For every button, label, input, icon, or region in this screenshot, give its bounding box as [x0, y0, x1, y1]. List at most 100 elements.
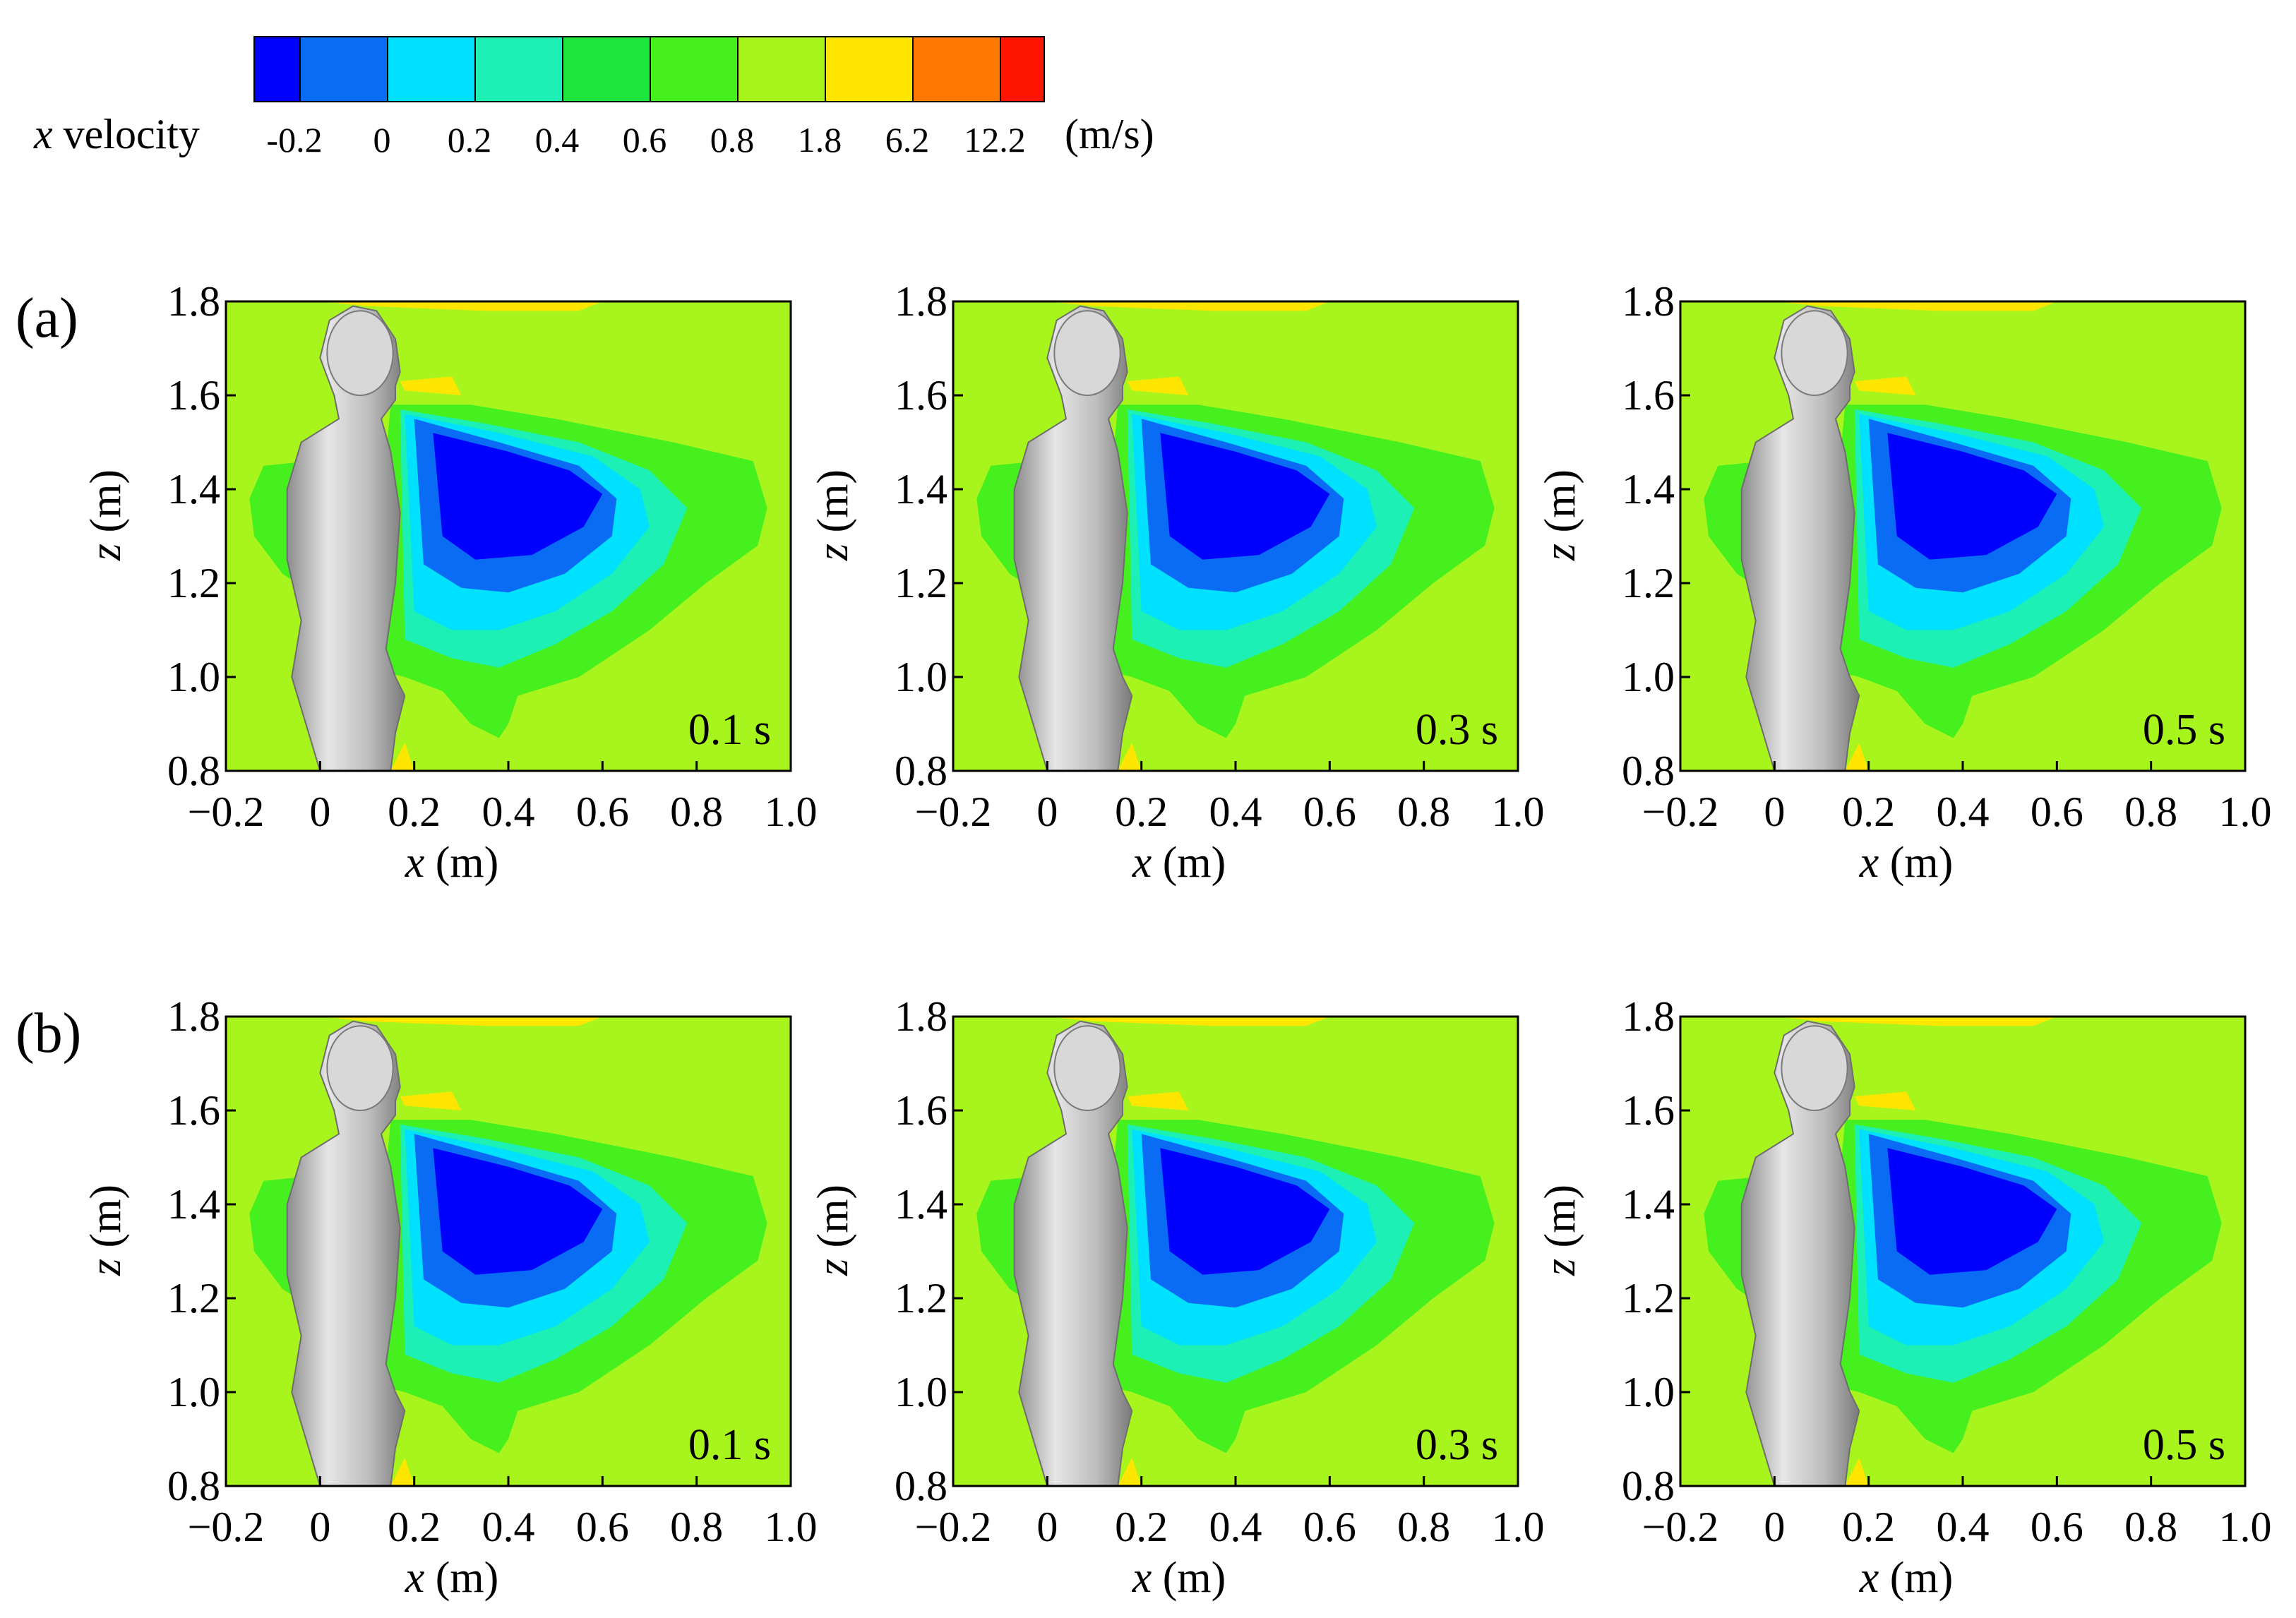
contour-core [1887, 1148, 2057, 1275]
contour-top-band [320, 1017, 603, 1026]
x-tick-label: 0.8 [1397, 789, 1450, 835]
colorbar-swatch [562, 36, 651, 102]
contour-jet [400, 1091, 462, 1110]
panel-grid: (a) −0.2 0 0.2 0.4 0.6 0.8 1.0 0.8 1.0 1.2 1.4 1.6 1.… [16, 278, 2272, 1602]
contour-panel: −0.2 0 0.2 0.4 0.6 0.8 1.0 0.8 1.0 1.2 1.4 1.6 1.8 x … [809, 278, 1545, 887]
y-tick-label: 1.6 [895, 1087, 947, 1134]
x-tick-label: 0.6 [576, 1504, 629, 1550]
x-tick-label: 0.2 [1115, 1504, 1168, 1550]
colorbar-level-label: 0.8 [710, 120, 755, 160]
y-tick-label: 1.6 [167, 372, 220, 419]
contour-foot-band [1845, 1458, 1869, 1486]
figure-row: (a) −0.2 0 0.2 0.4 0.6 0.8 1.0 0.8 1.0 1.2 1.4 1.6 1.… [16, 278, 2272, 887]
x-tick-label: −0.2 [1642, 789, 1719, 835]
contour-panel: −0.2 0 0.2 0.4 0.6 0.8 1.0 0.8 1.0 1.2 1.4 1.6 1.8 x … [809, 993, 1545, 1602]
row-label: (a) [16, 287, 78, 349]
colorbar-swatch [253, 36, 301, 102]
y-axis-label: z (m) [82, 1185, 130, 1276]
y-tick-label: 1.4 [167, 1181, 220, 1228]
contour-top-band [1774, 1017, 2057, 1026]
y-tick-label: 1.6 [167, 1087, 220, 1134]
y-tick-label: 1.4 [895, 466, 947, 513]
colorbar-level-label: 0.2 [448, 120, 492, 160]
x-axis-label: x (m) [405, 1554, 499, 1602]
colorbar-swatch [912, 36, 1001, 102]
y-axis-label: z (m) [809, 469, 857, 561]
contour-panel: −0.2 0 0.2 0.4 0.6 0.8 1.0 0.8 1.0 1.2 1.4 1.6 1.8 x … [1536, 993, 2272, 1602]
x-tick-label: 1.0 [2219, 1504, 2272, 1550]
colorbar-unit: (m/s) [1065, 111, 1154, 157]
contour-foot-band [1118, 743, 1142, 771]
x-tick-label: 0.2 [1842, 1504, 1895, 1550]
x-tick-label: 1.0 [2219, 789, 2272, 835]
x-tick-label: 0.2 [388, 1504, 441, 1550]
x-tick-label: 0.8 [1397, 1504, 1450, 1550]
x-tick-label: 0.2 [1842, 789, 1895, 835]
colorbar-swatches [253, 36, 1045, 102]
y-tick-label: 1.2 [895, 1275, 947, 1322]
contour-foot-band [390, 743, 414, 771]
human-head [326, 1025, 394, 1112]
contour-core [433, 1148, 603, 1275]
human-figure [1013, 305, 1133, 772]
contour-top-band [1047, 301, 1330, 311]
x-tick-label: 0.6 [1303, 789, 1356, 835]
y-tick-label: 0.8 [167, 1463, 220, 1509]
x-tick-label: 0 [1036, 1504, 1058, 1550]
x-tick-label: 0.2 [1115, 789, 1168, 835]
time-label: 0.1 s [688, 1421, 771, 1469]
contour-core [1160, 1148, 1330, 1275]
y-tick-label: 1.8 [895, 993, 947, 1040]
x-tick-label: 0.2 [388, 789, 441, 835]
x-tick-label: 0.4 [1209, 789, 1262, 835]
y-tick-label: 1.4 [895, 1181, 947, 1228]
human-head [1053, 310, 1121, 396]
contour-foot-band [390, 1458, 414, 1486]
colorbar-swatch [1000, 36, 1045, 102]
x-axis-label: x (m) [405, 839, 499, 887]
x-tick-label: 0 [309, 789, 330, 835]
contour-core [433, 433, 603, 560]
time-label: 0.1 s [688, 706, 771, 754]
x-tick-label: 1.0 [765, 1504, 818, 1550]
human-figure [1013, 1020, 1133, 1487]
x-tick-label: 0 [1036, 789, 1058, 835]
y-tick-label: 1.4 [167, 466, 220, 513]
y-tick-label: 1.6 [1622, 1087, 1675, 1134]
colorbar-level-label: 0.6 [623, 120, 667, 160]
colorbar-level-label: 1.8 [798, 120, 842, 160]
y-tick-label: 1.6 [895, 372, 947, 419]
y-tick-label: 1.4 [1622, 1181, 1675, 1228]
y-tick-label: 1.8 [1622, 278, 1675, 325]
contour-top-band [1047, 1017, 1330, 1026]
contour-jet [1127, 1091, 1189, 1110]
y-tick-label: 1.2 [167, 560, 220, 606]
x-tick-label: 0.8 [670, 789, 723, 835]
contour-jet [400, 376, 462, 395]
colorbar-level-label: 0 [373, 120, 391, 160]
colorbar-label-rest: velocity [53, 111, 200, 157]
y-tick-label: 1.2 [1622, 1275, 1675, 1322]
y-tick-label: 0.8 [895, 1463, 947, 1509]
x-tick-label: 0.6 [2031, 789, 2083, 835]
x-tick-label: 0.8 [2124, 1504, 2177, 1550]
contour-panel: −0.2 0 0.2 0.4 0.6 0.8 1.0 0.8 1.0 1.2 1.4 1.6 1.8 x … [82, 278, 818, 887]
y-tick-label: 1.8 [1622, 993, 1675, 1040]
y-tick-label: 0.8 [895, 748, 947, 794]
x-axis-label: x (m) [1132, 1554, 1226, 1602]
colorbar-level-label: 12.2 [964, 120, 1026, 160]
y-tick-label: 0.8 [1622, 1463, 1675, 1509]
y-axis-label: z (m) [82, 469, 130, 561]
x-tick-label: 1.0 [1492, 1504, 1545, 1550]
y-tick-label: 1.2 [1622, 560, 1675, 606]
colorbar-swatch [474, 36, 563, 102]
x-tick-label: 0.8 [2124, 789, 2177, 835]
x-tick-label: −0.2 [915, 789, 992, 835]
contour-foot-band [1118, 1458, 1142, 1486]
x-tick-label: 0 [1764, 1504, 1785, 1550]
x-axis-label: x (m) [1132, 839, 1226, 887]
x-tick-label: 1.0 [1492, 789, 1545, 835]
human-figure [1740, 1020, 1860, 1487]
y-tick-label: 1.6 [1622, 372, 1675, 419]
colorbar-swatch [387, 36, 476, 102]
